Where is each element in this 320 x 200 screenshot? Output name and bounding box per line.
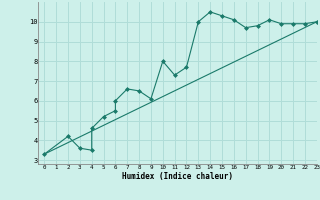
X-axis label: Humidex (Indice chaleur): Humidex (Indice chaleur) (122, 172, 233, 181)
